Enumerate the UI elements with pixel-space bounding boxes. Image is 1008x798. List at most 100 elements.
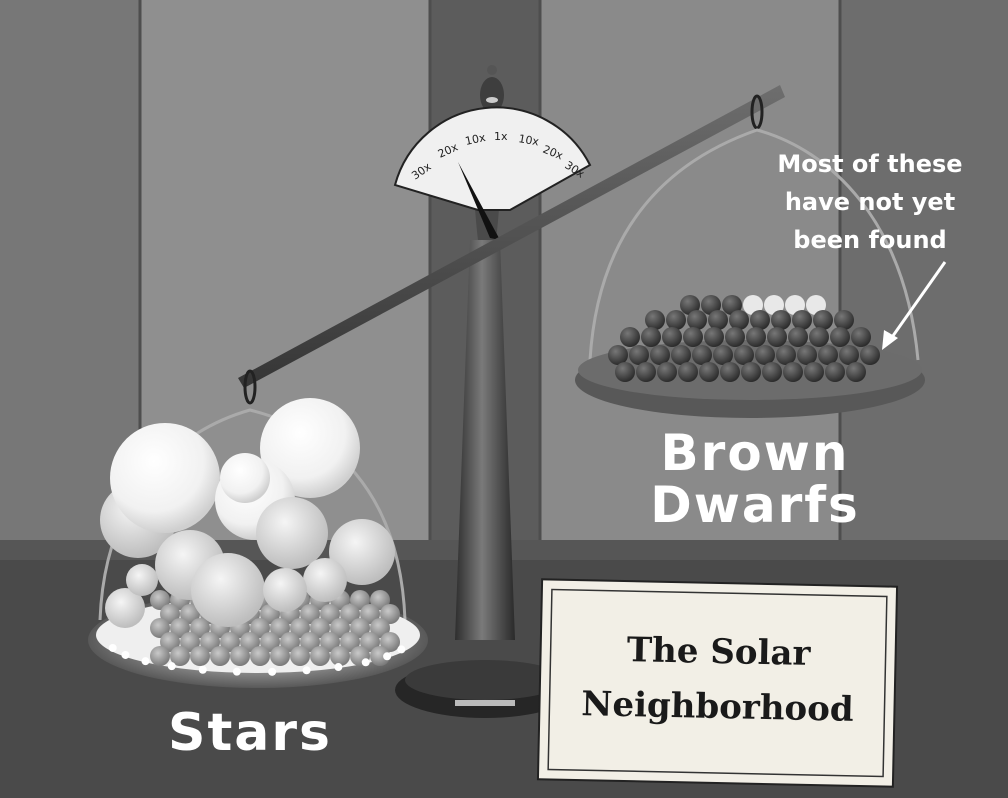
annotation-line2: have not yet (785, 188, 955, 216)
brown-dwarf-sphere (636, 362, 656, 382)
brown-dwarf-sphere (722, 295, 742, 315)
annotation-line3: been found (793, 226, 946, 254)
brown-dwarf-sphere (771, 310, 791, 330)
brown-dwarf-sphere (657, 362, 677, 382)
small-star-sphere (260, 632, 280, 652)
small-star-sphere (360, 632, 380, 652)
rim-light (108, 643, 117, 652)
brown-dwarf-sphere (818, 345, 838, 365)
brown-dwarf-pan (575, 94, 925, 418)
dial-tick-label: 1x (494, 130, 508, 143)
small-star-sphere (270, 618, 290, 638)
scale-pillar (455, 240, 515, 640)
small-star-sphere (190, 646, 210, 666)
brown-dwarf-sphere (792, 310, 812, 330)
brown-dwarf-sphere (666, 310, 686, 330)
small-star-sphere (170, 618, 190, 638)
small-star-sphere (370, 646, 390, 666)
brown-dwarf-sphere (755, 345, 775, 365)
brown-dwarf-sphere (797, 345, 817, 365)
small-star-sphere (300, 632, 320, 652)
small-star-sphere (280, 632, 300, 652)
brown-dwarf-sphere (785, 295, 805, 315)
brown-dwarf-sphere (767, 327, 787, 347)
finial (480, 77, 504, 113)
small-star-sphere (370, 590, 390, 610)
brown-dwarfs-label-line2: Dwarfs (650, 476, 860, 534)
small-star-sphere (190, 618, 210, 638)
brown-dwarf-sphere (788, 327, 808, 347)
brown-dwarf-sphere (743, 295, 763, 315)
brown-dwarf-sphere (834, 310, 854, 330)
stars-label: Stars (168, 703, 332, 763)
rim-light (198, 665, 207, 674)
brown-dwarf-sphere (704, 327, 724, 347)
brown-dwarf-sphere (860, 345, 880, 365)
pan-rim-lights (108, 643, 406, 676)
weight-dial: 30x 20x 10x 1x 10x 20x 30x (393, 106, 592, 240)
small-star-sphere (180, 604, 200, 624)
sign (536, 578, 899, 788)
brown-dwarf-sphere (725, 327, 745, 347)
brown-dwarf-sphere (678, 362, 698, 382)
small-star-sphere (290, 646, 310, 666)
scale-beam (238, 85, 785, 388)
brown-dwarf-sphere (608, 345, 628, 365)
brown-dwarf-sphere (809, 327, 829, 347)
sign-line1: The Solar (626, 630, 811, 674)
small-star-sphere (250, 618, 270, 638)
rim-light (167, 662, 176, 671)
brown-dwarf-sphere (804, 362, 824, 382)
brown-dwarf-sphere (687, 310, 707, 330)
rim-light (268, 667, 277, 676)
brown-dwarf-sphere (729, 310, 749, 330)
brown-dwarf-sphere (813, 310, 833, 330)
dial-tick-label: 10x (517, 132, 540, 148)
brown-dwarf-sphere (701, 295, 721, 315)
small-star-sphere (330, 618, 350, 638)
small-star-sphere (170, 646, 190, 666)
rim-light (361, 658, 370, 667)
brown-dwarf-sphere (641, 327, 661, 347)
brown-dwarf-sphere (683, 327, 703, 347)
small-star-sphere (350, 618, 370, 638)
small-star-sphere (340, 604, 360, 624)
small-star-sphere (380, 604, 400, 624)
brown-dwarf-sphere (825, 362, 845, 382)
brown-dwarf-sphere (645, 310, 665, 330)
small-star-sphere (370, 618, 390, 638)
small-star-sphere (240, 632, 260, 652)
rim-light (397, 645, 406, 654)
brown-dwarf-sphere (713, 345, 733, 365)
small-star-sphere (320, 604, 340, 624)
annotation-line1: Most of these (777, 150, 962, 178)
small-star-sphere (200, 632, 220, 652)
rim-light (121, 650, 130, 659)
brown-dwarf-sphere (720, 362, 740, 382)
small-star-sphere (220, 632, 240, 652)
brown-dwarf-sphere (776, 345, 796, 365)
brown-dwarf-sphere (750, 310, 770, 330)
brown-dwarf-sphere (629, 345, 649, 365)
small-star-sphere (380, 632, 400, 652)
brown-dwarf-sphere (830, 327, 850, 347)
small-star-sphere (360, 604, 380, 624)
small-star-sphere (160, 604, 180, 624)
brown-dwarf-sphere (764, 295, 784, 315)
brown-dwarf-sphere (806, 295, 826, 315)
small-star-sphere (250, 646, 270, 666)
sign-line2: Neighborhood (581, 684, 854, 730)
small-star-sphere (320, 632, 340, 652)
brown-dwarf-sphere (741, 362, 761, 382)
small-star-sphere (160, 632, 180, 652)
brown-dwarf-sphere (615, 362, 635, 382)
dial-tick-label: 10x (464, 131, 487, 148)
small-star-sphere (150, 590, 170, 610)
brown-dwarf-sphere (692, 345, 712, 365)
small-star-sphere (150, 618, 170, 638)
dial-needle (458, 162, 500, 240)
brown-dwarf-sphere (680, 295, 700, 315)
stars-pan (88, 369, 428, 688)
